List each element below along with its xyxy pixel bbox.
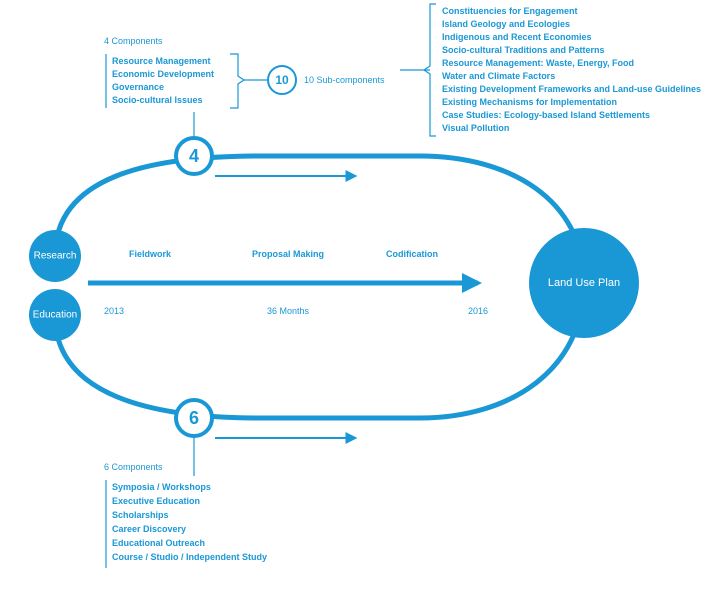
bottom-components-title: 6 Components <box>104 462 163 472</box>
bottom-component-4: Educational Outreach <box>112 538 205 548</box>
sub-component-3: Socio-cultural Traditions and Patterns <box>442 45 605 55</box>
phase-1: Proposal Making <box>252 249 324 259</box>
education-label: Education <box>33 310 77 321</box>
node-4-label: 4 <box>189 146 199 166</box>
top-components-right-bracket <box>230 54 244 108</box>
sub-component-1: Island Geology and Ecologies <box>442 19 570 29</box>
bottom-component-5: Course / Studio / Independent Study <box>112 552 267 562</box>
sub-component-2: Indigenous and Recent Economies <box>442 32 592 42</box>
node-10-label: 10 <box>275 73 289 87</box>
top-component-2: Governance <box>112 82 164 92</box>
sub-component-4: Resource Management: Waste, Energy, Food <box>442 58 634 68</box>
sub-component-5: Water and Climate Factors <box>442 71 555 81</box>
sub-component-9: Visual Pollution <box>442 123 509 133</box>
node-10-caption: 10 Sub-components <box>304 75 385 85</box>
top-components-title: 4 Components <box>104 36 163 46</box>
sub-component-0: Constituencies for Engagement <box>442 6 578 16</box>
top-component-0: Resource Management <box>112 56 211 66</box>
top-component-3: Socio-cultural Issues <box>112 95 203 105</box>
bottom-component-3: Career Discovery <box>112 524 186 534</box>
phase-2: Codification <box>386 249 438 259</box>
bottom-component-1: Executive Education <box>112 496 200 506</box>
sub-component-7: Existing Mechanisms for Implementation <box>442 97 617 107</box>
sub-component-6: Existing Development Frameworks and Land… <box>442 84 701 94</box>
research-label: Research <box>34 251 77 262</box>
node-6-label: 6 <box>189 408 199 428</box>
phase-0: Fieldwork <box>129 249 172 259</box>
timeline-start: 2013 <box>104 306 124 316</box>
timeline-mid: 36 Months <box>267 306 310 316</box>
bottom-component-2: Scholarships <box>112 510 169 520</box>
land-use-plan-label: Land Use Plan <box>548 277 620 289</box>
top-component-1: Economic Development <box>112 69 214 79</box>
bottom-component-0: Symposia / Workshops <box>112 482 211 492</box>
sub-component-8: Case Studies: Ecology-based Island Settl… <box>442 110 650 120</box>
timeline-end: 2016 <box>468 306 488 316</box>
oval-bottom-arc <box>55 283 584 418</box>
